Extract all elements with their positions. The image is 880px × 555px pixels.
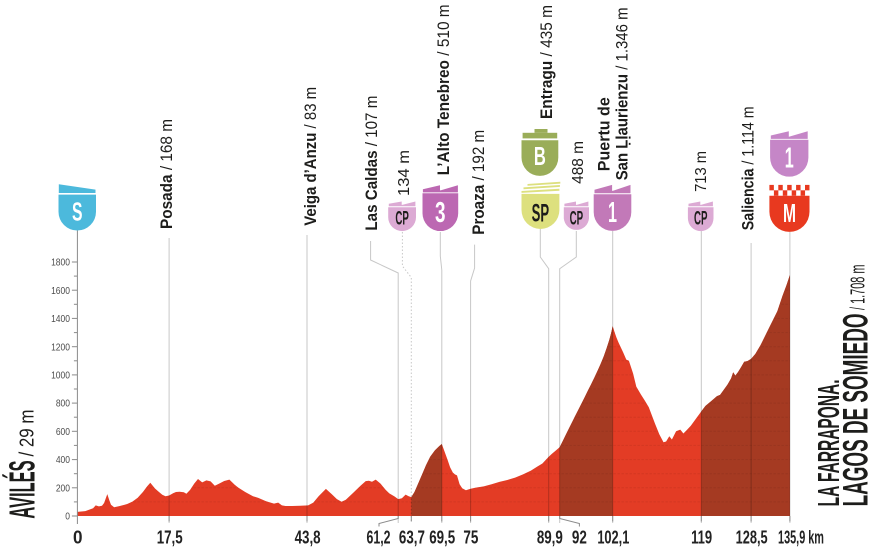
svg-text:0: 0: [73, 527, 83, 548]
svg-text:135,9 km: 135,9 km: [778, 528, 824, 549]
svg-text:200: 200: [56, 483, 70, 495]
svg-text:1000: 1000: [51, 370, 70, 382]
svg-text:89,9: 89,9: [537, 527, 563, 548]
svg-text:LAGOS DE SOMIEDO: LAGOS DE SOMIEDO: [836, 313, 875, 506]
svg-text:1: 1: [785, 142, 794, 174]
svg-text:Veiga d’Anzu / 83 m: Veiga d’Anzu / 83 m: [301, 87, 320, 226]
svg-text:B: B: [534, 141, 546, 171]
svg-text:/ 29 m: / 29 m: [15, 410, 38, 457]
svg-text:L’Alto Tenebreo / 510 m: L’Alto Tenebreo / 510 m: [434, 4, 453, 175]
svg-text:CP: CP: [570, 208, 583, 229]
svg-text:AVILÉS: AVILÉS: [1, 460, 42, 518]
svg-text:92: 92: [572, 528, 587, 549]
svg-text:Proaza / 192 m: Proaza / 192 m: [469, 130, 488, 235]
svg-text:CP: CP: [694, 208, 707, 229]
svg-text:75: 75: [463, 528, 478, 549]
svg-text:Las Caldas / 107 m: Las Caldas / 107 m: [362, 96, 381, 231]
svg-text:1400: 1400: [51, 313, 70, 325]
svg-text:1600: 1600: [51, 285, 70, 297]
svg-text:Saliencia / 1.114 m: Saliencia / 1.114 m: [739, 106, 757, 230]
svg-text:LA FARRAPONA.: LA FARRAPONA.: [813, 379, 847, 506]
svg-text:Puertu de: Puertu de: [594, 97, 614, 171]
svg-text:0: 0: [65, 511, 70, 523]
svg-text:CP: CP: [395, 208, 408, 229]
svg-text:600: 600: [56, 426, 70, 438]
svg-text:63,7: 63,7: [399, 527, 425, 548]
svg-text:488 m: 488 m: [570, 141, 587, 184]
svg-text:119: 119: [691, 528, 712, 548]
svg-text:400: 400: [56, 454, 70, 466]
svg-text:713 m: 713 m: [692, 151, 710, 192]
svg-text:1200: 1200: [51, 342, 70, 354]
svg-text:S: S: [72, 197, 83, 226]
svg-text:69,5: 69,5: [429, 527, 455, 548]
svg-text:61,2: 61,2: [367, 528, 391, 548]
svg-text:Posada / 168 m: Posada / 168 m: [157, 119, 176, 229]
svg-text:San Ḷḷaurienzu / 1.346 m: San Ḷḷaurienzu / 1.346 m: [614, 7, 632, 180]
svg-text:Entragu / 435 m: Entragu / 435 m: [537, 5, 556, 119]
svg-text:1: 1: [608, 196, 617, 228]
svg-text:43,8: 43,8: [295, 527, 321, 548]
svg-text:M: M: [783, 199, 796, 228]
svg-text:134 m: 134 m: [395, 150, 413, 196]
svg-text:17,5: 17,5: [157, 527, 183, 548]
svg-text:/ 1.708 m: / 1.708 m: [847, 265, 869, 310]
svg-text:3: 3: [435, 197, 445, 229]
svg-text:1800: 1800: [51, 257, 70, 269]
svg-text:800: 800: [56, 398, 70, 410]
svg-text:128,5: 128,5: [736, 528, 768, 548]
svg-text:SP: SP: [532, 200, 549, 228]
svg-text:102,1: 102,1: [597, 528, 629, 548]
